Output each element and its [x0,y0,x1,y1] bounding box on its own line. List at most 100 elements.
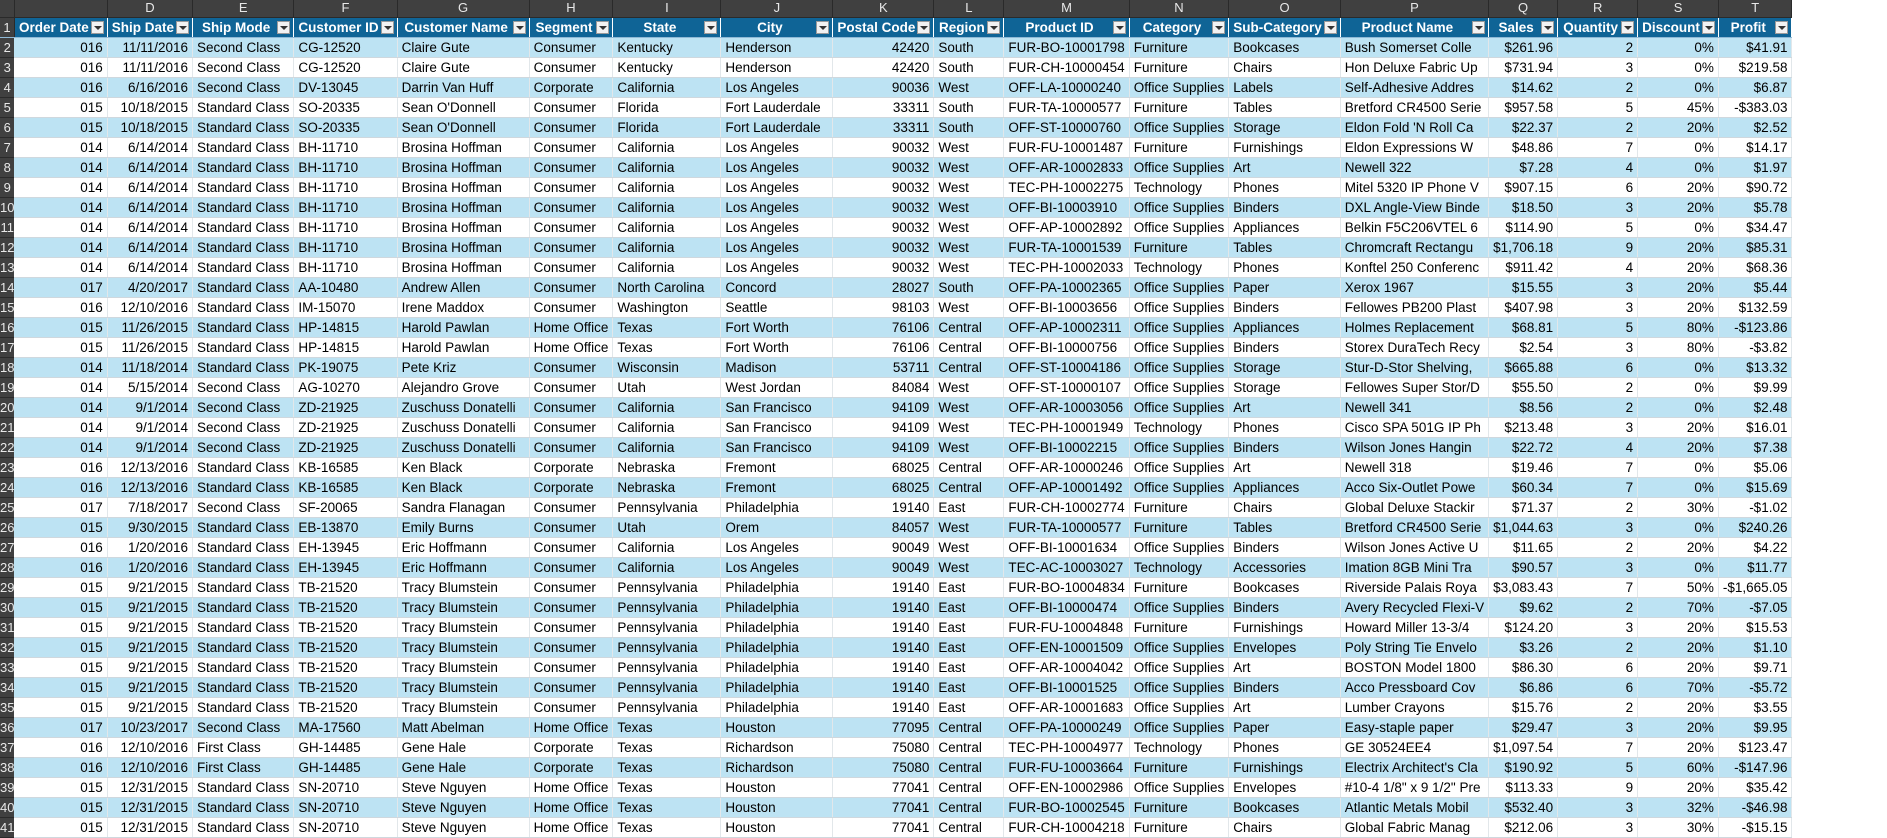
table-cell[interactable]: Standard Class [192,797,295,818]
table-cell[interactable]: 42420 [832,57,935,78]
filter-dropdown-icon[interactable] [1701,20,1715,34]
column-letter-m[interactable]: M [1003,0,1130,18]
table-cell[interactable]: 10/18/2015 [107,117,194,138]
table-cell[interactable]: Claire Gute [397,57,530,78]
column-header[interactable]: Sub-Category [1228,17,1341,38]
table-cell[interactable]: Furniture [1129,57,1230,78]
table-cell[interactable]: 90032 [832,217,935,238]
table-cell[interactable]: Appliances [1228,217,1341,238]
table-cell[interactable]: $14.17 [1718,137,1793,158]
table-cell[interactable]: Sean O'Donnell [397,117,530,138]
table-cell[interactable]: 016 [14,457,108,478]
table-cell[interactable]: 015 [14,597,108,618]
table-cell[interactable]: $911.42 [1488,257,1559,278]
table-cell[interactable]: Brosina Hoffman [397,217,530,238]
table-cell[interactable]: Standard Class [192,817,295,838]
table-cell[interactable]: OFF-AR-10003056 [1003,397,1130,418]
table-cell[interactable]: BH-11710 [293,257,398,278]
table-cell[interactable]: OFF-AP-10001492 [1003,477,1130,498]
table-cell[interactable]: 20% [1637,777,1719,798]
table-cell[interactable]: 0% [1637,457,1719,478]
table-cell[interactable]: $8.56 [1488,397,1559,418]
table-cell[interactable]: Standard Class [192,557,295,578]
table-cell[interactable]: $9.95 [1718,717,1793,738]
table-cell[interactable]: West [933,237,1005,258]
table-cell[interactable]: 12/31/2015 [107,777,194,798]
table-cell[interactable]: $19.46 [1488,457,1559,478]
table-cell[interactable]: 53711 [832,357,935,378]
table-cell[interactable]: Brosina Hoffman [397,137,530,158]
table-cell[interactable]: $7.28 [1488,157,1559,178]
table-cell[interactable]: Sandra Flanagan [397,497,530,518]
table-cell[interactable]: $35.42 [1718,777,1793,798]
table-cell[interactable]: Poly String Tie Envelo [1340,637,1490,658]
table-cell[interactable]: Tables [1228,237,1341,258]
table-cell[interactable]: $3,083.43 [1488,577,1559,598]
table-cell[interactable]: Holmes Replacement [1340,317,1490,338]
row-number[interactable]: 20 [0,397,15,418]
column-header[interactable]: State [612,17,722,38]
table-cell[interactable]: Accessories [1228,557,1341,578]
table-cell[interactable]: BOSTON Model 1800 [1340,657,1490,678]
table-cell[interactable]: Central [933,457,1005,478]
table-cell[interactable]: Nebraska [612,477,722,498]
filter-dropdown-icon[interactable] [1541,20,1555,34]
table-cell[interactable]: 3 [1557,617,1639,638]
table-cell[interactable]: $132.59 [1718,297,1793,318]
table-cell[interactable]: OFF-PA-10002365 [1003,277,1130,298]
table-cell[interactable]: Furniture [1129,517,1230,538]
table-cell[interactable]: Bookcases [1228,37,1341,58]
row-number[interactable]: 16 [0,317,15,338]
table-cell[interactable]: 33311 [832,117,935,138]
table-cell[interactable]: $123.47 [1718,737,1793,758]
column-header[interactable]: Discount [1637,17,1719,38]
table-cell[interactable]: Consumer [529,597,614,618]
table-cell[interactable]: CG-12520 [293,37,398,58]
table-cell[interactable]: Standard Class [192,117,295,138]
table-cell[interactable]: Brosina Hoffman [397,197,530,218]
table-cell[interactable]: South [933,37,1005,58]
table-cell[interactable]: FUR-TA-10000577 [1003,97,1130,118]
row-number[interactable]: 11 [0,217,15,238]
table-cell[interactable]: Standard Class [192,157,295,178]
table-cell[interactable]: Binders [1228,537,1341,558]
table-cell[interactable]: Fort Lauderdale [720,117,834,138]
table-cell[interactable]: 20% [1637,617,1719,638]
table-cell[interactable]: West [933,537,1005,558]
table-cell[interactable]: $1.10 [1718,637,1793,658]
row-number[interactable]: 6 [0,117,15,138]
table-cell[interactable]: Consumer [529,697,614,718]
table-cell[interactable]: Art [1228,157,1341,178]
table-cell[interactable]: California [612,417,722,438]
column-letter-j[interactable]: J [720,0,834,18]
table-cell[interactable]: 0% [1637,37,1719,58]
table-cell[interactable]: $6.86 [1488,677,1559,698]
table-cell[interactable]: $18.50 [1488,197,1559,218]
table-cell[interactable]: OFF-AR-10004042 [1003,657,1130,678]
table-cell[interactable]: California [612,437,722,458]
table-cell[interactable]: West [933,417,1005,438]
table-cell[interactable]: Newell 341 [1340,397,1490,418]
table-cell[interactable]: Second Class [192,37,295,58]
table-cell[interactable]: Office Supplies [1129,117,1230,138]
table-cell[interactable]: 94109 [832,417,935,438]
table-cell[interactable]: Easy-staple paper [1340,717,1490,738]
table-cell[interactable]: Central [933,717,1005,738]
table-cell[interactable]: Houston [720,797,834,818]
table-cell[interactable]: Paper [1228,717,1341,738]
filter-dropdown-icon[interactable] [816,20,830,34]
table-cell[interactable]: Chairs [1228,497,1341,518]
table-cell[interactable]: 017 [14,717,108,738]
table-cell[interactable]: 2 [1557,377,1639,398]
table-cell[interactable]: Consumer [529,257,614,278]
table-cell[interactable]: Consumer [529,557,614,578]
row-number[interactable]: 31 [0,617,15,638]
table-cell[interactable]: GH-14485 [293,737,398,758]
table-cell[interactable]: East [933,677,1005,698]
table-cell[interactable]: 9 [1557,777,1639,798]
table-cell[interactable]: Envelopes [1228,637,1341,658]
table-cell[interactable]: Lumber Crayons [1340,697,1490,718]
table-cell[interactable]: Bookcases [1228,577,1341,598]
table-cell[interactable]: California [612,157,722,178]
table-cell[interactable]: 75080 [832,737,935,758]
